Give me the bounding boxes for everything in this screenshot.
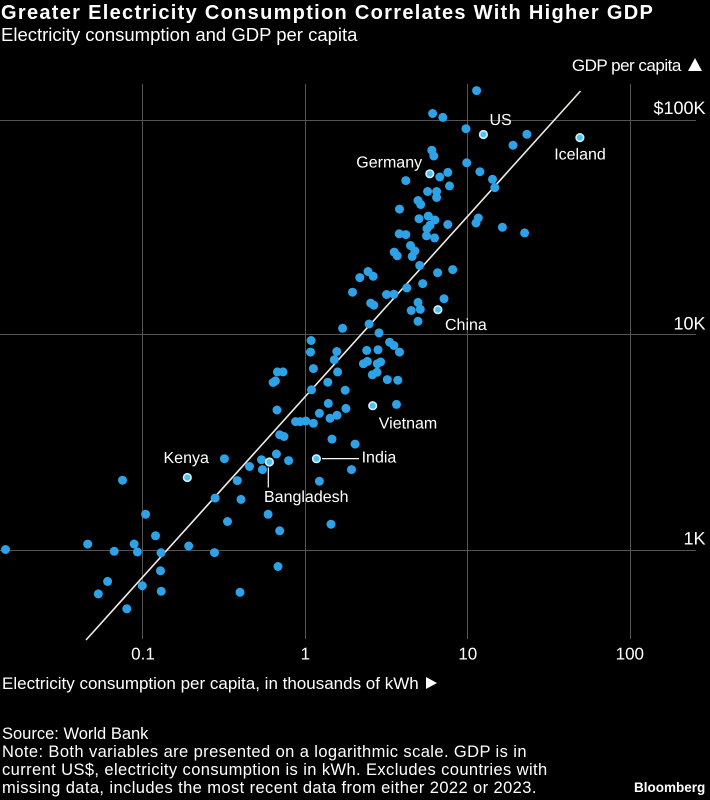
svg-text:Iceland: Iceland xyxy=(554,147,606,164)
svg-text:US: US xyxy=(490,112,512,129)
svg-text:China: China xyxy=(445,317,487,334)
svg-text:$100K: $100K xyxy=(653,98,705,118)
svg-text:Vietnam: Vietnam xyxy=(379,415,437,432)
svg-text:10K: 10K xyxy=(673,314,705,334)
svg-text:Germany: Germany xyxy=(356,155,422,172)
svg-text:1K: 1K xyxy=(683,529,705,549)
svg-text:Bangladesh: Bangladesh xyxy=(264,489,349,506)
svg-text:India: India xyxy=(362,450,397,467)
svg-text:0.1: 0.1 xyxy=(131,645,155,664)
svg-text:100: 100 xyxy=(616,645,644,664)
svg-text:1: 1 xyxy=(301,645,310,664)
svg-text:Kenya: Kenya xyxy=(164,450,209,467)
svg-text:10: 10 xyxy=(458,645,477,664)
